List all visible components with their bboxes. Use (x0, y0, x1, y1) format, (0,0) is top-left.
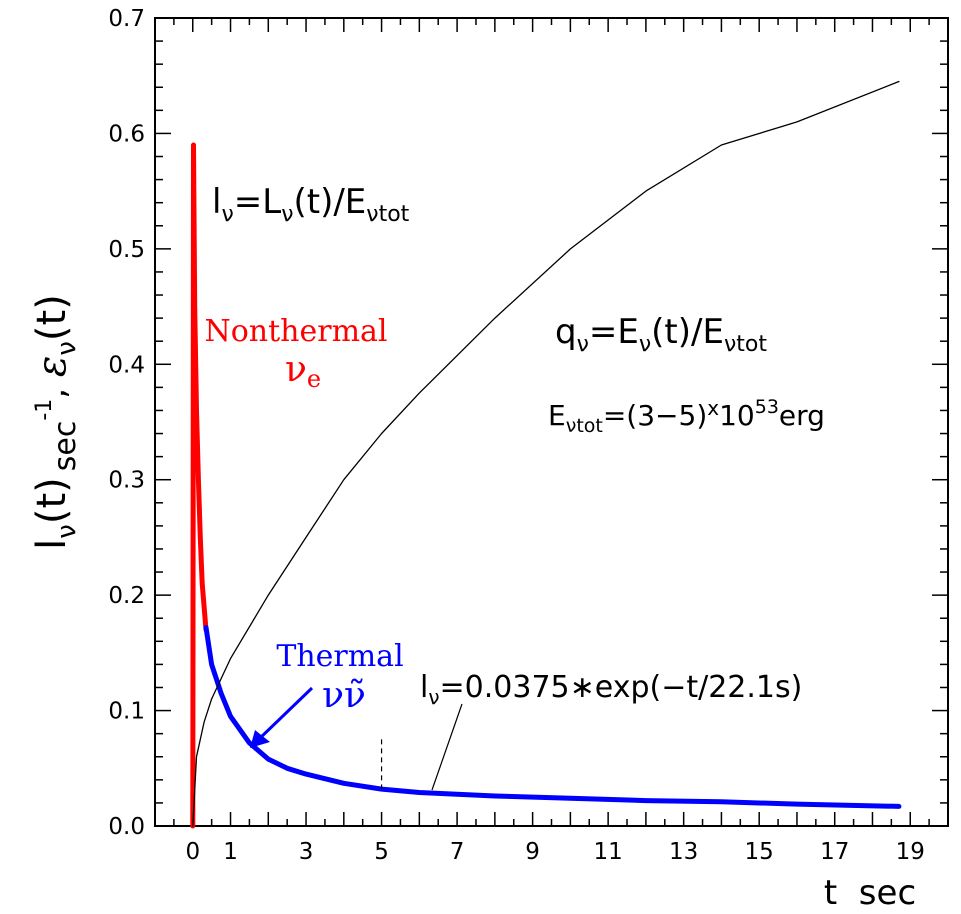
q-def-sub2: ν (639, 332, 651, 357)
thermal-label: Thermal (276, 639, 403, 674)
y-tick-label: 0.0 (108, 814, 145, 840)
y-tick-label: 0.4 (108, 352, 145, 378)
l-def-sub: ν (221, 202, 233, 227)
y-title-l-sub: ν (52, 524, 82, 539)
total-energy-annotation: Eνtot=(3−5)x1053erg (548, 396, 825, 437)
tick-labels: 0.00.10.20.30.40.50.60.70 1 3 5 7 9 11 13 15 17 19 (108, 6, 924, 865)
y-tick-label: 0.7 (108, 6, 145, 32)
y-tick-label: 0.3 (108, 468, 145, 494)
y-title-unit: sec (48, 421, 83, 472)
x-tick-label: 0 (185, 839, 200, 865)
thermal-arrow-head (250, 730, 270, 748)
l-def-sub3: νtot (366, 202, 409, 227)
series-line-0 (190, 142, 209, 829)
y-tick-label: 0.1 (108, 699, 145, 725)
etot-sub: νtot (566, 415, 603, 437)
series-line-1 (203, 625, 902, 809)
x-tick-label: 7 (450, 839, 465, 865)
fit-pointer-line (431, 703, 463, 791)
q-def-eq: =E (589, 312, 639, 352)
thermal-symbol: νν̃ (322, 675, 366, 716)
nonthermal-symbol: νe (285, 349, 321, 393)
y-title-t: (t) (29, 477, 75, 524)
q-definition-annotation: qν=Eν(t)/Eνtot (555, 312, 767, 357)
series-group (190, 80, 902, 829)
fit-annotation: lν=0.0375∗exp(−t/22.1s) (420, 670, 802, 709)
etot-mid: =(3−5) (603, 399, 707, 432)
nonthermal-nu: ν (285, 349, 307, 390)
ticks (154, 17, 949, 827)
x-tick-label: 19 (896, 839, 925, 865)
etot-exp: 53 (755, 396, 779, 418)
l-definition-annotation: lν=Lν(t)/Eνtot (212, 182, 410, 227)
fit-sub: ν (428, 685, 439, 709)
x-tick-label: 1 (223, 839, 238, 865)
series-line-2 (192, 80, 900, 827)
y-axis-title: lν(t)sec-1, εν(t) (29, 294, 83, 550)
nonthermal-sub: e (307, 365, 321, 393)
y-title-unit-exp: -1 (32, 399, 57, 421)
y-title-eps-arg: (t) (29, 294, 75, 341)
y-title-l: l (29, 539, 75, 550)
q-def-sub3: νtot (724, 332, 767, 357)
q-def-sub: ν (577, 332, 589, 357)
x-tick-label: 15 (745, 839, 774, 865)
x-tick-label: 17 (820, 839, 849, 865)
x-tick-label: 9 (525, 839, 540, 865)
nonthermal-label: Nonthermal (204, 314, 387, 349)
y-title-eps-sub: ν (52, 341, 82, 356)
l-def-sub2: ν (281, 202, 293, 227)
x-tick-label: 5 (374, 839, 389, 865)
y-tick-label: 0.6 (108, 121, 145, 147)
l-def-l: l (212, 182, 221, 222)
q-def-q: q (555, 312, 577, 352)
y-tick-label: 0.5 (108, 237, 145, 263)
l-def-eq: =L (234, 182, 281, 222)
etot-ten: 10 (719, 399, 755, 432)
thermal-arrow-shaft (256, 686, 314, 742)
x-tick-label: 13 (669, 839, 698, 865)
etot-e: E (548, 399, 566, 432)
etot-x: x (707, 396, 719, 420)
l-def-mid: (t)/E (293, 182, 366, 222)
q-def-mid: (t)/E (651, 312, 724, 352)
x-tick-label: 3 (299, 839, 314, 865)
y-tick-label: 0.2 (108, 583, 145, 609)
y-title-eps: ε (29, 356, 75, 377)
fit-l: l (420, 670, 428, 705)
y-title-sep: , (34, 377, 74, 399)
x-tick-label: 11 (594, 839, 623, 865)
fit-text: =0.0375∗exp(−t/22.1s) (440, 670, 803, 705)
etot-unit: erg (779, 399, 825, 432)
x-axis-title: t sec (824, 873, 916, 913)
